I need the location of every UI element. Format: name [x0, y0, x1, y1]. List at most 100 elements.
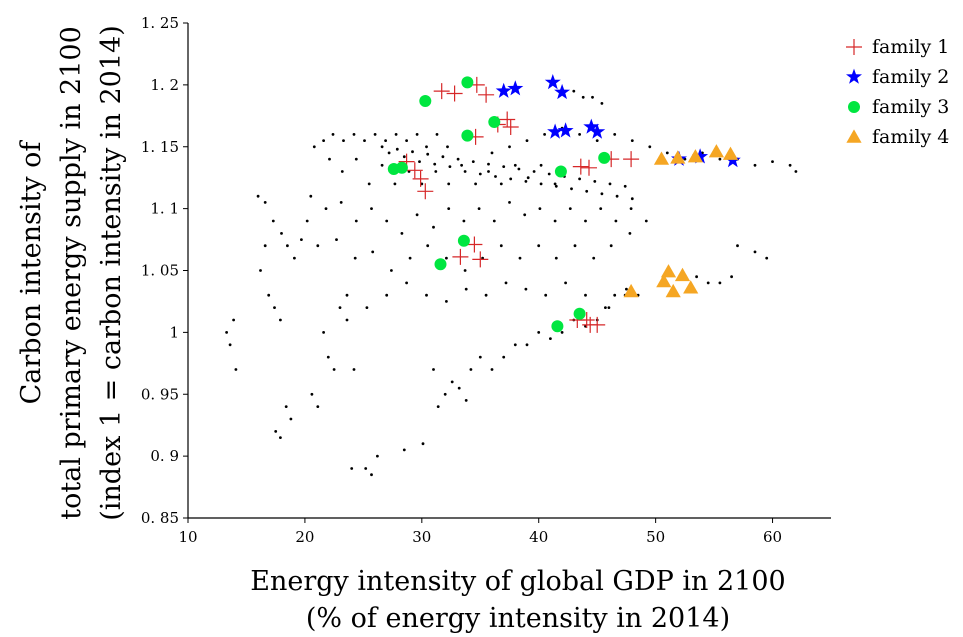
background-point-160 — [517, 167, 521, 171]
background-point-183 — [543, 133, 546, 136]
background-point-174 — [623, 184, 627, 188]
background-point-147 — [418, 160, 421, 164]
background-point-19 — [284, 405, 288, 408]
series-4-point-5 — [660, 264, 677, 278]
background-point-50 — [340, 170, 344, 173]
x-tick-label-1: 20 — [295, 528, 314, 546]
legend-label-2: family 2 — [872, 66, 949, 88]
background-point-152 — [456, 157, 460, 161]
series-1-point-12 — [452, 248, 469, 265]
background-point-130 — [478, 355, 482, 359]
background-point-70 — [354, 219, 358, 223]
series-4-point-0 — [653, 151, 670, 165]
background-point-124 — [436, 405, 440, 408]
background-point-133 — [513, 343, 517, 347]
background-point-60 — [474, 182, 477, 186]
background-point-82 — [538, 207, 542, 211]
background-point-210 — [730, 275, 733, 279]
background-point-29 — [350, 467, 354, 470]
background-point-158 — [502, 165, 506, 169]
background-point-179 — [600, 102, 604, 105]
series-4-point-8 — [674, 267, 691, 282]
series-3-point-1 — [461, 76, 474, 89]
background-point-18 — [279, 436, 282, 439]
series-1-point-3 — [478, 86, 495, 103]
background-point-116 — [504, 281, 508, 285]
y-tick-label-0: 0. 85 — [141, 509, 179, 527]
background-point-0 — [225, 331, 229, 334]
background-point-177 — [581, 95, 585, 99]
series-3-point-7 — [598, 151, 611, 164]
series-3-point-10 — [573, 307, 586, 320]
background-point-80 — [508, 201, 511, 204]
legend-marker-1 — [846, 39, 862, 55]
background-point-211 — [613, 293, 617, 297]
background-point-151 — [448, 165, 452, 169]
background-point-114 — [464, 287, 468, 291]
background-point-105 — [592, 256, 596, 260]
background-point-209 — [765, 256, 769, 260]
background-point-144 — [395, 147, 399, 151]
background-point-149 — [433, 162, 437, 166]
background-point-6 — [267, 293, 271, 297]
background-point-108 — [345, 293, 349, 297]
series-2-point-7 — [589, 123, 606, 139]
background-point-106 — [609, 244, 613, 248]
background-point-87 — [614, 219, 618, 223]
background-point-182 — [525, 139, 529, 143]
background-point-54 — [393, 182, 397, 186]
legend: family 1 family 2 family 3 family 4 — [846, 36, 949, 148]
series-1-point-22 — [589, 316, 606, 333]
background-point-121 — [604, 306, 607, 309]
background-point-159 — [509, 177, 513, 181]
y-tick-label-4: 1. 05 — [141, 262, 179, 280]
background-point-38 — [342, 139, 345, 143]
series-2-point-2 — [544, 74, 561, 90]
background-point-101 — [518, 256, 522, 260]
background-point-10 — [263, 201, 267, 204]
background-point-113 — [445, 300, 448, 303]
background-point-169 — [585, 189, 589, 193]
background-point-135 — [537, 331, 541, 334]
series-1-point-18 — [623, 151, 640, 168]
background-point-25 — [322, 331, 325, 334]
background-point-90 — [316, 244, 320, 248]
background-point-84 — [568, 207, 572, 211]
background-point-129 — [469, 368, 473, 371]
background-point-164 — [547, 172, 551, 176]
background-point-32 — [376, 454, 379, 458]
background-point-26 — [338, 306, 342, 309]
background-point-187 — [613, 133, 617, 136]
background-point-3 — [234, 368, 238, 371]
background-point-63 — [513, 163, 517, 167]
x-axis-title-line-2: (% of energy intensity in 2014) — [306, 603, 730, 634]
legend-label-4: family 4 — [872, 126, 949, 148]
series-3-point-9 — [434, 258, 447, 271]
background-point-126 — [450, 380, 454, 384]
background-point-93 — [371, 250, 375, 254]
background-point-37 — [331, 133, 335, 136]
background-point-89 — [644, 219, 648, 223]
background-point-61 — [487, 170, 490, 173]
background-point-123 — [432, 368, 435, 371]
series-4-point-9 — [683, 280, 699, 294]
background-point-51 — [354, 157, 358, 161]
background-point-36 — [322, 139, 325, 143]
series-1-point-11 — [417, 183, 434, 200]
background-point-40 — [363, 139, 366, 143]
background-point-59 — [460, 163, 463, 167]
background-point-75 — [432, 225, 435, 229]
background-point-14 — [293, 256, 296, 260]
series-4-point-10 — [623, 283, 639, 298]
background-point-190 — [665, 151, 669, 155]
legend-marker-3 — [848, 101, 860, 113]
background-point-94 — [390, 269, 393, 272]
y-tick-label-7: 1. 2 — [150, 76, 179, 94]
background-point-171 — [600, 192, 604, 196]
background-point-205 — [706, 281, 710, 285]
background-point-28 — [352, 368, 356, 371]
series-2-point-0 — [495, 82, 512, 98]
background-point-65 — [539, 163, 543, 167]
background-point-53 — [380, 163, 384, 167]
